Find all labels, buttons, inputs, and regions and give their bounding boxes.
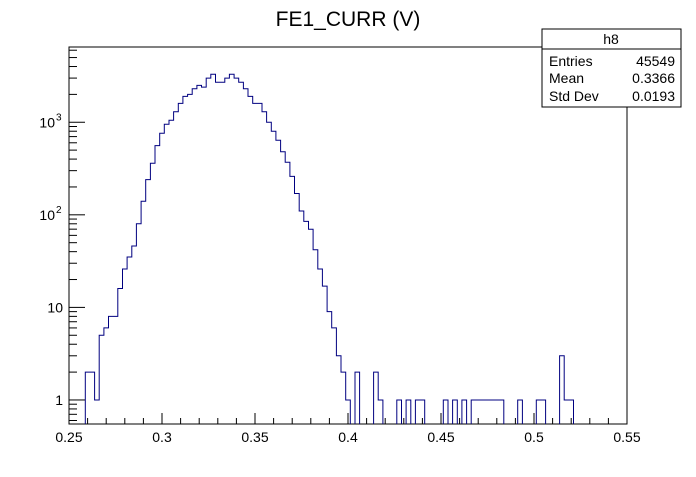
y-tick-label: 1 bbox=[55, 392, 63, 408]
stats-box-frame bbox=[541, 28, 682, 108]
x-axis: 0.25 0.3 0.35 0.4 0.45 0.5 0.55 bbox=[55, 413, 641, 445]
x-tick-label: 0.3 bbox=[152, 429, 172, 445]
x-tick-label: 0.35 bbox=[241, 429, 268, 445]
stats-stddev-value: 0.0193 bbox=[632, 88, 675, 104]
stats-stddev-label: Std Dev bbox=[549, 88, 599, 104]
x-tick-label: 0.25 bbox=[55, 429, 82, 445]
stats-box: h8 Entries 45549 Mean 0.3366 Std Dev 0.0… bbox=[541, 28, 682, 108]
y-tick-exponent: 2 bbox=[56, 205, 62, 216]
x-tick-label: 0.4 bbox=[338, 429, 358, 445]
x-tick-label: 0.45 bbox=[427, 429, 454, 445]
stats-mean-value: 0.3366 bbox=[632, 70, 675, 86]
stats-entries-label: Entries bbox=[549, 53, 593, 69]
y-tick-label: 10 bbox=[39, 114, 55, 130]
stats-entries-value: 45549 bbox=[636, 53, 675, 69]
y-tick-exponent: 3 bbox=[56, 112, 62, 123]
histogram-line bbox=[84, 73, 574, 424]
stats-mean-label: Mean bbox=[549, 70, 584, 86]
y-tick-label: 10 bbox=[39, 207, 55, 223]
x-tick-label: 0.5 bbox=[524, 429, 544, 445]
x-tick-label: 0.55 bbox=[613, 429, 640, 445]
y-tick-label: 10 bbox=[47, 299, 63, 315]
chart-title: FE1_CURR (V) bbox=[276, 8, 421, 31]
stats-box-name: h8 bbox=[603, 31, 619, 47]
